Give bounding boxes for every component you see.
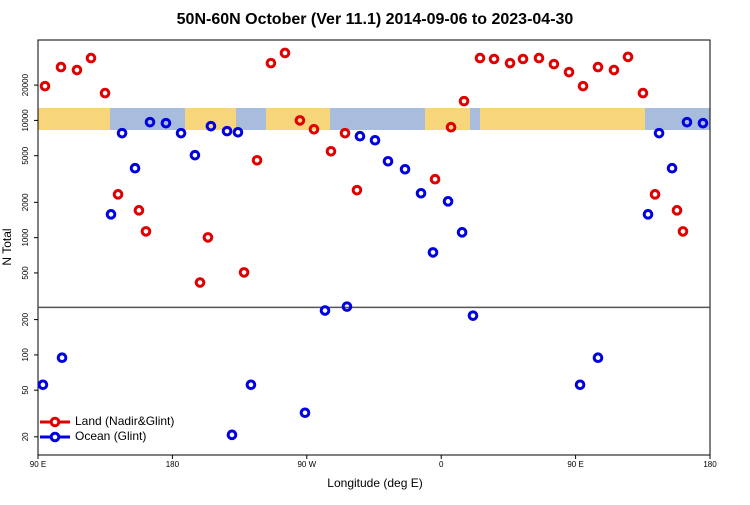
point [112, 189, 124, 200]
point [488, 53, 500, 65]
point [341, 301, 353, 312]
point [325, 146, 337, 157]
x-tick-label: 90 E [30, 460, 46, 469]
point [238, 267, 250, 278]
y-axis-label: N Total [0, 228, 14, 265]
point [221, 125, 233, 137]
point [251, 154, 263, 166]
point [308, 123, 320, 135]
point [369, 134, 381, 146]
point [574, 379, 586, 391]
plot-frame [37, 39, 711, 456]
y-tick-label: 100 [21, 348, 30, 362]
chart-title: 50N-60N October (Ver 11.1) 2014-09-06 to… [177, 11, 574, 28]
point [175, 127, 187, 139]
point [429, 173, 441, 185]
y-tick-label: 1000 [21, 228, 30, 246]
point [681, 116, 693, 128]
point [415, 187, 427, 199]
point [339, 127, 351, 139]
point [445, 121, 457, 133]
point [608, 64, 620, 76]
x-tick-label: 180 [703, 460, 717, 469]
point [299, 407, 311, 419]
point [399, 163, 411, 175]
point [474, 52, 486, 64]
x-tick-label: 0 [439, 460, 444, 469]
x-axis-label: Longitude (deg E) [327, 476, 422, 490]
point [116, 127, 128, 139]
point [354, 130, 366, 142]
legend-marker [49, 431, 61, 443]
point [458, 95, 470, 107]
point [160, 117, 172, 129]
point [592, 352, 604, 364]
y-tick-label: 200 [21, 312, 30, 326]
point [105, 209, 117, 220]
point [427, 247, 439, 258]
y-tick-label: 2000 [21, 193, 30, 211]
point [548, 58, 560, 70]
y-tick-label: 50 [21, 385, 30, 394]
point [622, 51, 634, 63]
point [189, 149, 201, 161]
point [351, 184, 363, 196]
point [202, 232, 214, 243]
y-tick-label: 500 [21, 266, 30, 280]
point [279, 47, 291, 59]
point [71, 64, 83, 76]
point [129, 162, 141, 174]
point [205, 120, 217, 132]
x-tick-label: 90 W [297, 460, 316, 469]
point [666, 162, 678, 174]
point [697, 117, 709, 129]
point [382, 155, 394, 167]
point [294, 115, 306, 126]
point [592, 61, 604, 73]
x-tick-label: 90 E [567, 460, 583, 469]
point [653, 127, 665, 139]
point [99, 87, 111, 99]
point [637, 87, 649, 99]
map-band [38, 108, 710, 130]
point [232, 126, 244, 138]
point [85, 52, 97, 64]
point [456, 227, 468, 238]
point [671, 205, 683, 216]
legend-marker [49, 416, 61, 428]
point [442, 196, 454, 207]
point [39, 80, 51, 92]
x-tick-label: 180 [166, 460, 180, 469]
y-tick-label: 5000 [21, 146, 30, 164]
y-tick-label: 10000 [21, 109, 30, 132]
point [517, 53, 529, 65]
point [56, 352, 68, 364]
point [37, 379, 49, 391]
point [133, 205, 145, 216]
legend-label: Land (Nadir&Glint) [75, 414, 174, 428]
point [319, 305, 331, 316]
point [55, 61, 67, 73]
point [533, 52, 545, 64]
point [245, 379, 257, 391]
point [649, 189, 661, 200]
point [467, 310, 479, 321]
point [677, 226, 689, 237]
legend-label: Ocean (Glint) [75, 429, 146, 443]
point [504, 57, 516, 69]
point [642, 209, 654, 220]
point [563, 66, 575, 78]
point [226, 429, 238, 441]
point [194, 277, 206, 288]
point [577, 80, 589, 92]
point [144, 116, 156, 128]
point [265, 57, 277, 69]
point [140, 226, 152, 237]
y-tick-label: 20 [21, 432, 30, 441]
y-tick-label: 20000 [21, 73, 30, 96]
